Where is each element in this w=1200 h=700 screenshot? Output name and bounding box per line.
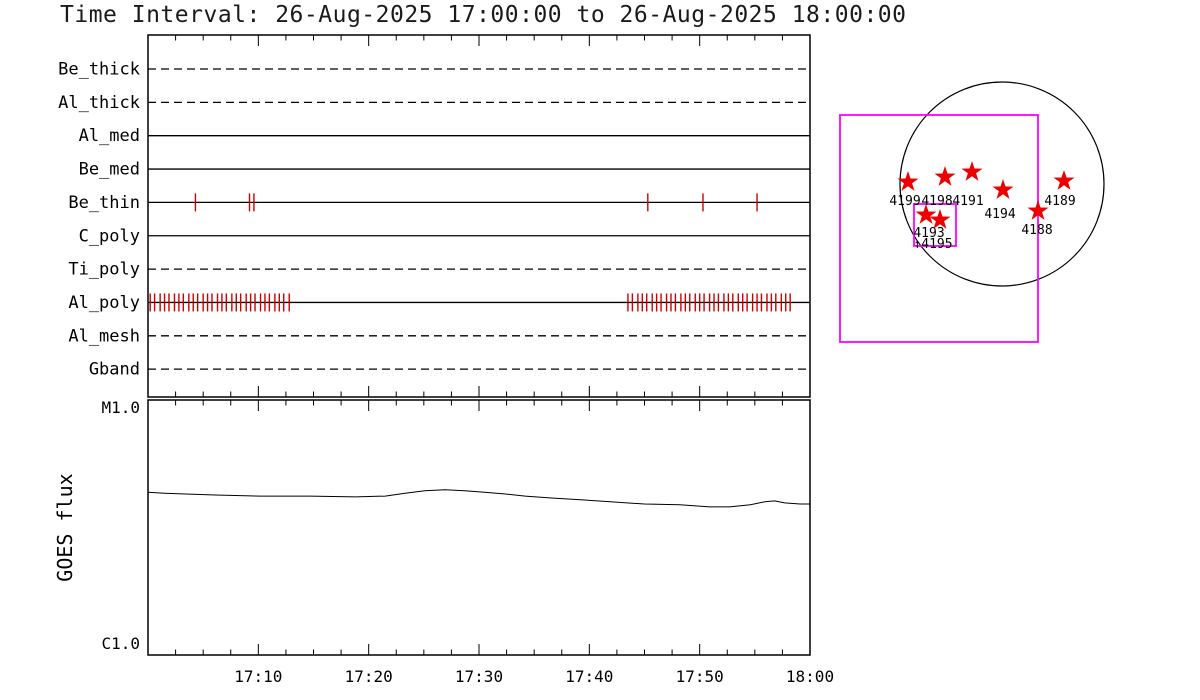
active-region-star-4193 [915,204,937,224]
active-region-label-4195: ↑4195 [913,237,952,252]
active-region-star-4191 [961,161,983,181]
time-axis-label-17:30: 17:30 [455,667,503,686]
time-axis-label-17:20: 17:20 [345,667,393,686]
active-region-label-4199: 4199 [889,194,920,209]
filter-row-label-Al_poly: Al_poly [68,293,140,313]
time-axis-label-17:10: 17:10 [234,667,282,686]
active-region-label-4198: 4198 [921,194,952,209]
fov-box [839,114,1039,343]
filter-row-label-Al_med: Al_med [79,126,140,146]
time-axis-label-17:40: 17:40 [565,667,613,686]
active-region-star-4195 [929,209,951,229]
time-interval-title: Time Interval: 26-Aug-2025 17:00:00 to 2… [60,2,907,28]
filter-row-label-Gband: Gband [89,360,140,380]
active-region-star-4189 [1053,170,1075,190]
active-region-star-4199 [897,171,919,191]
active-region-star-4194 [992,179,1014,199]
active-region-label-4191: 4191 [952,194,983,209]
filter-panel-frame [147,34,811,398]
filter-row-label-Be_thin: Be_thin [68,193,140,213]
active-region-label-4188: 4188 [1021,223,1052,238]
active-region-label-4194: 4194 [984,207,1015,222]
goes-flux-line [147,489,810,508]
active-region-label-4189: 4189 [1044,194,1075,209]
goes-axis-title: GOES flux [53,473,77,581]
filter-row-label-Be_thick: Be_thick [58,60,140,80]
goes-panel-frame [147,399,811,656]
filter-row-label-Ti_poly: Ti_poly [68,260,140,280]
goes-ymin-label: C1.0 [101,634,140,653]
filter-row-label-Be_med: Be_med [79,160,140,180]
active-region-label-4193: 4193 [913,226,944,241]
active-region-star-4198 [934,166,956,186]
goes-ymax-label: M1.0 [101,398,140,417]
fov-box-small [913,203,957,247]
time-axis-label-17:50: 17:50 [676,667,724,686]
filter-row-label-Al_mesh: Al_mesh [68,326,140,346]
filter-row-label-C_poly: C_poly [79,226,140,246]
filter-row-label-Al_thick: Al_thick [58,93,140,113]
solar-disk-limb [899,81,1105,287]
time-axis-label-18:00: 18:00 [786,667,834,686]
active-region-star-4188 [1027,200,1049,220]
